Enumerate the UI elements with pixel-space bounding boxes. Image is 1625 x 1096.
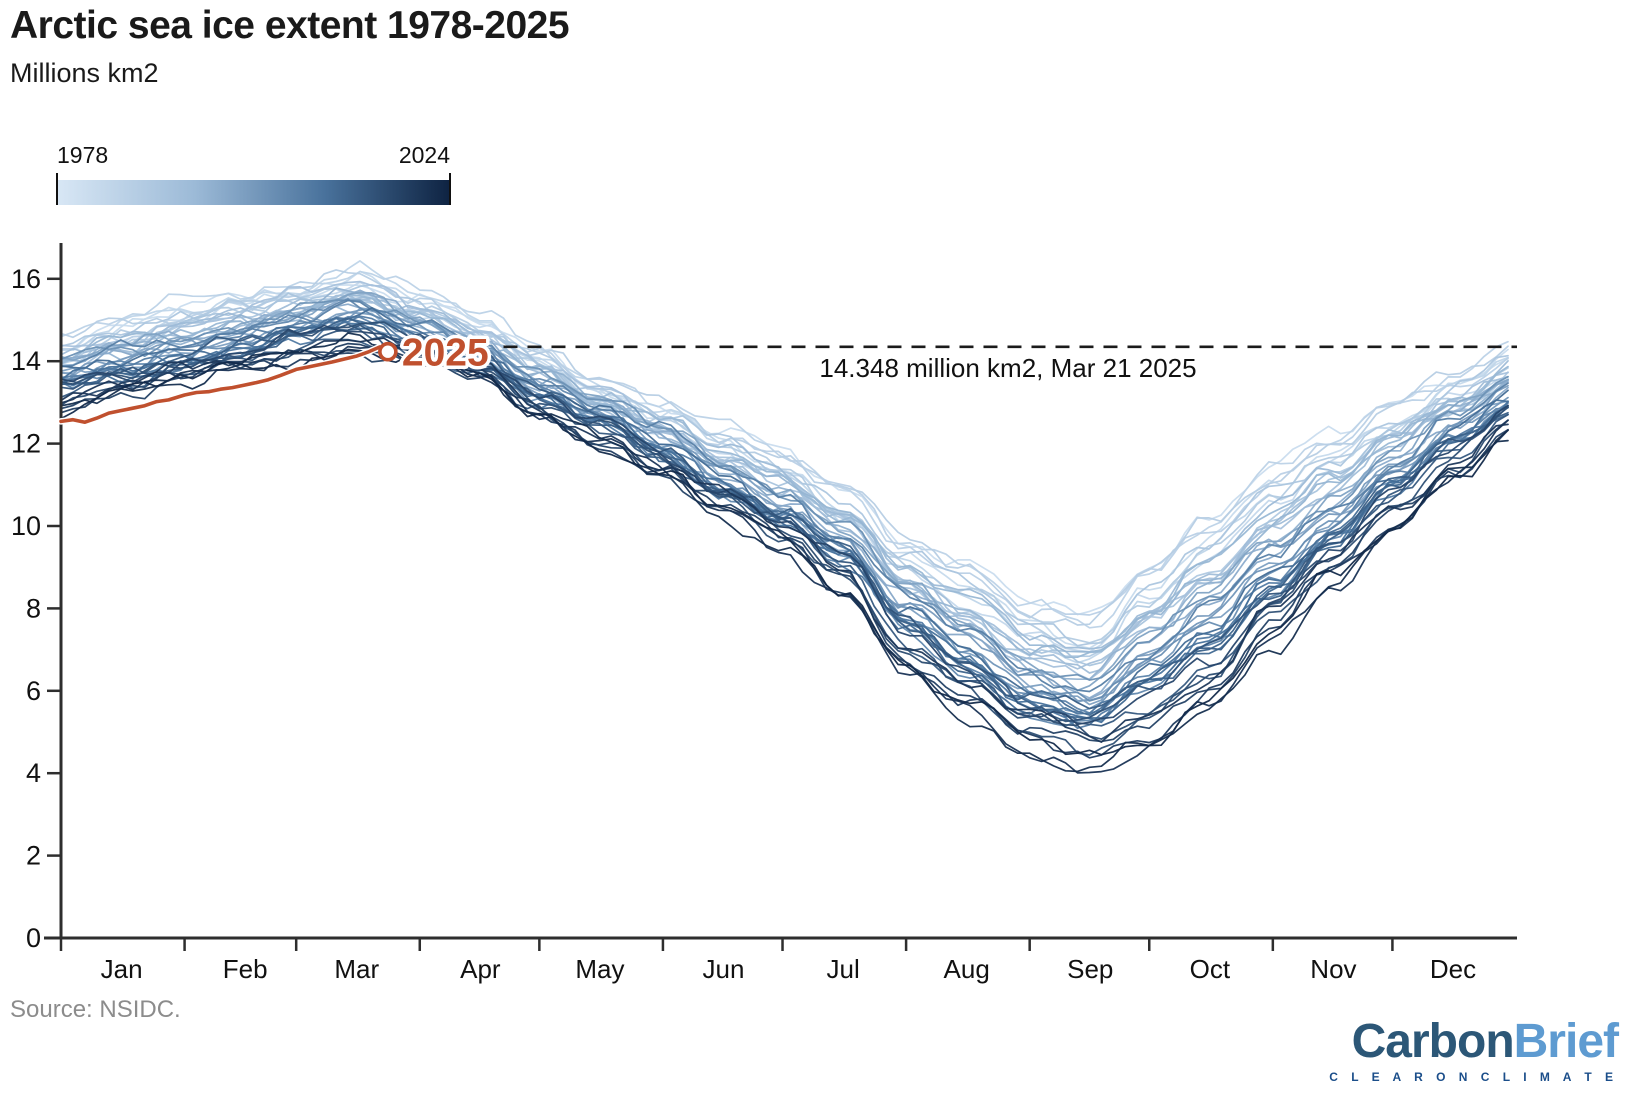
legend-tick-end [449,173,451,205]
y-tick-label: 14 [11,346,41,376]
y-tick-label: 4 [26,758,41,788]
year-line [60,299,1509,681]
carbonbrief-wordmark: CarbonBrief [1329,1015,1619,1068]
y-tick-label: 12 [11,429,41,459]
year-line [60,306,1509,716]
source-note: Source: NSIDC. [10,996,181,1023]
year-line [60,342,1509,759]
chart-units-subtitle: Millions km2 [10,58,159,88]
legend-end-year: 2024 [398,142,450,168]
x-tick-label: Oct [1190,954,1231,984]
year-gradient-legend: 1978 2024 [56,142,451,205]
year-line [60,337,1509,774]
year-line [60,324,1509,723]
y-tick-label: 0 [26,923,41,953]
legend-tick-start [56,173,58,205]
year-line [60,305,1509,656]
year-line [60,349,1509,743]
logo-carbon-text: Carbon [1351,1015,1515,1068]
series-2025-line [59,345,390,425]
year-line [60,299,1509,693]
x-tick-label: Nov [1310,954,1356,984]
legend-start-year: 1978 [57,142,109,168]
year-line [60,332,1509,773]
series-2025-endpoint-marker [378,341,398,362]
year-line [60,314,1509,714]
reference-annotation: 14.348 million km2, Mar 21 2025 [819,353,1196,383]
year-line [60,326,1509,719]
x-tick-label: Apr [460,954,501,984]
y-tick-label: 8 [26,593,41,623]
year-line [60,321,1509,756]
x-tick-label: Dec [1430,954,1476,984]
year-line [60,343,1509,743]
y-tick-label: 10 [11,511,41,541]
x-tick-label: Jan [101,954,143,984]
year-line [60,281,1509,653]
series-2025-label: 2025 [402,332,489,375]
y-tick-label: 16 [11,264,41,294]
legend-gradient-bar [56,173,451,205]
x-tick-label: Feb [223,954,268,984]
x-tick-label: May [575,954,624,984]
carbonbrief-logo: CarbonBrief C L E A R O N C L I M A T E [1329,1015,1619,1084]
year-line [60,280,1509,681]
logo-tagline: C L E A R O N C L I M A T E [1329,1070,1618,1084]
x-tick-label: Jun [703,954,745,984]
year-line [60,292,1509,667]
year-line [60,348,1509,756]
y-tick-label: 6 [26,676,41,706]
chart-title: Arctic sea ice extent 1978-2025 [10,4,570,47]
year-line [60,270,1509,629]
year-line [60,324,1509,726]
y-tick-label: 2 [26,841,41,871]
x-tick-label: Aug [944,954,990,984]
x-tick-label: Sep [1067,954,1113,984]
logo-brief-text: Brief [1513,1015,1619,1068]
x-tick-label: Mar [334,954,379,984]
x-tick-label: Jul [826,954,859,984]
year-line [60,303,1509,703]
